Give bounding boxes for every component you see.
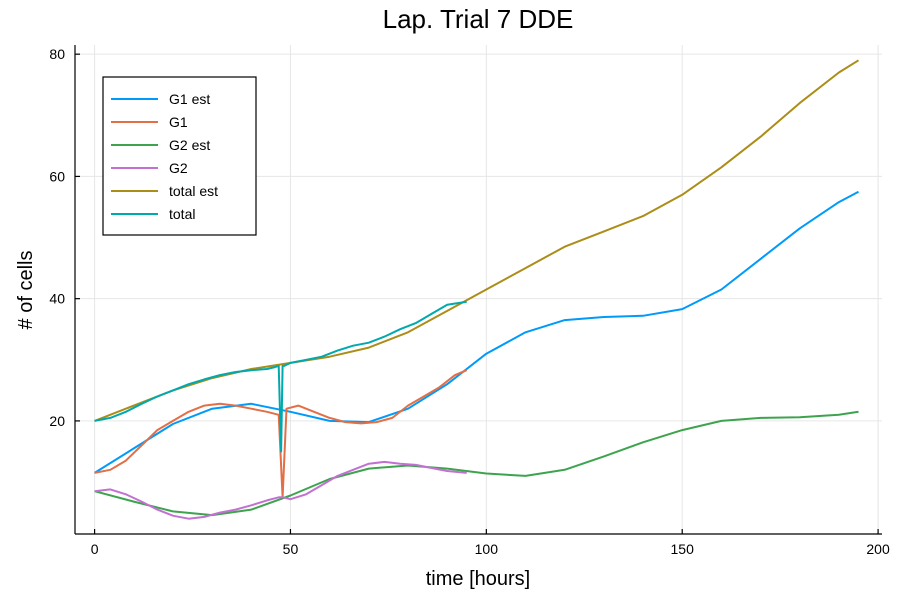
legend-label-g1-est: G1 est: [169, 91, 210, 107]
axes: [74, 45, 882, 535]
chart-title: Lap. Trial 7 DDE: [383, 4, 574, 34]
y-tick-label: 40: [49, 291, 65, 307]
legend-box: [102, 76, 257, 236]
x-axis-label: time [hours]: [426, 568, 530, 590]
y-axis-label: # of cells: [15, 251, 37, 330]
legend-label-g2: G2: [169, 160, 188, 176]
tick-labels: 0 50 100 150 200 20 40 60 80: [49, 46, 890, 557]
x-tick-label: 150: [671, 541, 695, 557]
series-line-g2-est: [94, 410, 859, 517]
y-tick-label: 20: [49, 413, 65, 429]
y-tick-label: 60: [49, 168, 65, 184]
x-tick-label: 100: [475, 541, 499, 557]
y-tick-label: 80: [49, 46, 65, 62]
x-tick-label: 50: [283, 541, 299, 557]
legend: G1 est G1 G2 est G2 total est total: [102, 76, 257, 236]
legend-label-total: total: [169, 206, 195, 222]
series-lines: [94, 59, 860, 520]
series-line-g2: [94, 460, 467, 520]
x-tick-label: 0: [91, 541, 99, 557]
legend-label-g1: G1: [169, 114, 188, 130]
series-line-g1-est: [94, 190, 859, 474]
grid-lines: [75, 45, 882, 534]
legend-label-total-est: total est: [169, 183, 218, 199]
series-line-total: [94, 300, 467, 453]
x-tick-label: 200: [866, 541, 890, 557]
legend-label-g2-est: G2 est: [169, 137, 210, 153]
